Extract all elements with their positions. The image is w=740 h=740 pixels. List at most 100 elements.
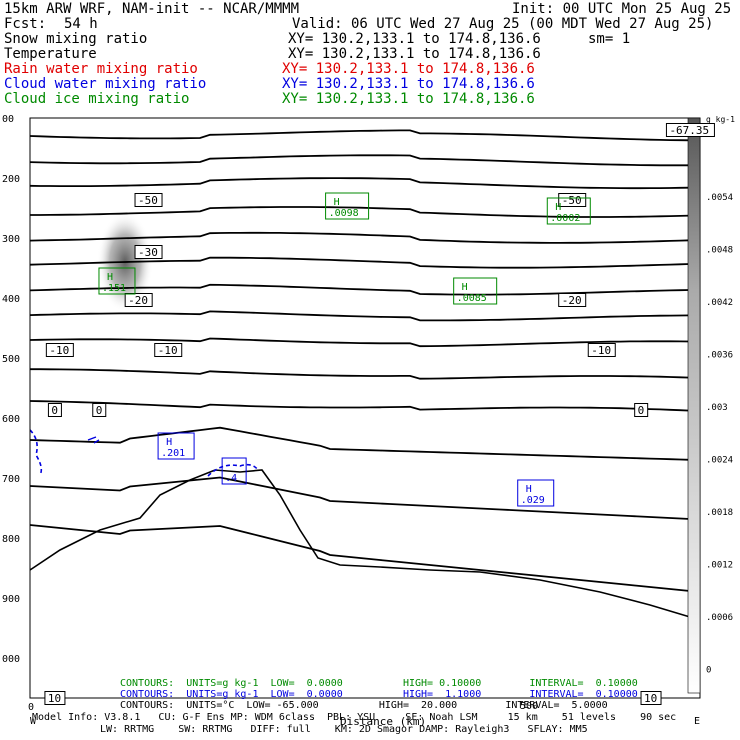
y-tick-label: 700 (2, 474, 20, 485)
cloud-water-contour (87, 436, 100, 444)
isotherm-line-low (29, 524, 701, 593)
cloud-water-max-label: H.029 (517, 479, 555, 507)
svg-text:H: H (107, 272, 113, 283)
isotherm-label: -20 (124, 293, 153, 307)
snow-max-label: H.0098 (325, 192, 370, 220)
valid-time: Valid: 06 UTC Wed 27 Aug 25 (00 MDT Wed … (292, 16, 714, 32)
svg-text:-50: -50 (138, 194, 158, 207)
field-xy-cloud-water: XY= 130.2,133.1 to 174.8,136.6 (282, 76, 535, 92)
svg-text:.151: .151 (102, 283, 126, 294)
field-smoothing: sm= 1 (588, 31, 631, 47)
y-tick-label: 00 (2, 114, 14, 125)
svg-text:.0098: .0098 (329, 208, 359, 219)
init-time: Init: 00 UTC Mon 25 Aug 25 (512, 1, 732, 17)
terrain-outline (29, 469, 701, 621)
snow-max-label: H.151 (98, 267, 136, 295)
colorbar-tick-label: .0054 (706, 193, 733, 203)
svg-text:H: H (166, 437, 172, 448)
isotherm-label: -67.35 (665, 123, 715, 137)
x-end-label: E (694, 716, 700, 727)
cloud-water-contour (29, 429, 43, 476)
svg-text:0: 0 (638, 404, 645, 417)
field-xy-temperature: XY= 130.2,133.1 to 174.8,136.6 (288, 46, 541, 62)
cloud-water-max-label: .4 (221, 457, 247, 485)
svg-text:-67.35: -67.35 (669, 124, 709, 137)
isotherm-line (30, 368, 701, 380)
isotherm-label: 0 (92, 403, 107, 417)
colorbar-units: g kg-1 (706, 115, 735, 124)
isotherm-line-low (29, 426, 701, 461)
y-tick-label: 200 (2, 174, 20, 185)
y-tick-label: 400 (2, 294, 20, 305)
y-tick-label: 800 (2, 534, 20, 545)
isotherm-line (29, 177, 701, 190)
contour-note-cloud-water: CONTOURS: UNITS=g kg-1 LOW= 0.0000 HIGH=… (120, 689, 638, 700)
isotherm-line (29, 337, 701, 348)
isotherm-label: -50 (134, 193, 163, 207)
svg-text:-30: -30 (138, 246, 158, 259)
svg-text:-50: -50 (562, 194, 582, 207)
svg-text:H: H (526, 484, 532, 495)
field-name-temperature: Temperature (4, 46, 97, 62)
field-name-snow: Snow mixing ratio (4, 31, 148, 47)
svg-text:-10: -10 (49, 344, 69, 357)
isotherm-line (30, 206, 701, 218)
y-tick-label: 900 (2, 594, 20, 605)
svg-text:.0002: .0002 (550, 213, 580, 224)
x-tick-label: 500 (520, 701, 538, 712)
isotherm-line (29, 129, 701, 142)
field-name-cloud-water: Cloud water mixing ratio (4, 76, 207, 92)
svg-text:.4: .4 (225, 473, 237, 484)
snow-max-label: H.0002 (546, 197, 591, 225)
isotherm-label: 10 (640, 691, 662, 705)
svg-text:-10: -10 (591, 344, 611, 357)
colorbar (687, 117, 701, 694)
isotherm-label: 0 (634, 403, 649, 417)
colorbar-tick-label: .0018 (706, 508, 733, 518)
isotherm-label: -30 (134, 245, 163, 259)
colorbar-tick-label: .0048 (706, 246, 733, 256)
svg-text:0: 0 (96, 404, 103, 417)
isotherm-label: -10 (587, 343, 616, 357)
svg-text:-10: -10 (158, 344, 178, 357)
y-tick-label: 300 (2, 234, 20, 245)
svg-text:H: H (462, 282, 468, 293)
y-tick-label: 000 (2, 654, 20, 665)
y-tick-label: 600 (2, 414, 20, 425)
colorbar-tick-label: .0024 (706, 456, 733, 466)
cloud-water-contour (207, 463, 259, 477)
field-name-cloud-ice: Cloud ice mixing ratio (4, 91, 190, 107)
svg-text:10: 10 (644, 692, 657, 705)
colorbar-tick-label: .003 (706, 403, 728, 413)
isotherm-label: 0 (47, 403, 62, 417)
svg-text:0: 0 (51, 404, 58, 417)
model-info-line1: Model Info: V3.8.1 CU: G-F Ens MP: WDM 6… (32, 712, 677, 723)
forecast-label: Fcst: (4, 16, 47, 32)
svg-text:.201: .201 (161, 448, 185, 459)
isotherm-line (29, 310, 700, 322)
field-xy-snow: XY= 130.2,133.1 to 174.8,136.6 (288, 31, 541, 47)
field-xy-cloud-ice: XY= 130.2,133.1 to 174.8,136.6 (282, 91, 535, 107)
colorbar-tick-label: 0 (706, 666, 711, 676)
x-axis-label: Distance (km) (340, 715, 427, 728)
svg-text:-20: -20 (562, 294, 582, 307)
svg-text:.029: .029 (521, 495, 545, 506)
svg-text:10: 10 (48, 692, 61, 705)
svg-text:.0085: .0085 (457, 293, 487, 304)
svg-text:H: H (555, 202, 561, 213)
snow-max-label: H.0085 (453, 277, 498, 305)
isotherm-line (29, 400, 701, 412)
isotherm-label: -10 (45, 343, 74, 357)
isotherm-label: -20 (558, 293, 587, 307)
isotherm-line (29, 283, 701, 296)
isotherm-line-low (29, 476, 701, 521)
isotherm-label: 10 (44, 691, 66, 705)
isotherm-label: -10 (154, 343, 183, 357)
field-name-rain: Rain water mixing ratio (4, 61, 198, 77)
model-title: 15km ARW WRF, NAM-init -- NCAR/MMMM (4, 1, 300, 17)
colorbar-tick-label: .0042 (706, 298, 733, 308)
isotherm-line (29, 256, 701, 269)
x-end-label: W (30, 716, 37, 727)
colorbar-tick-label: .0012 (706, 561, 733, 571)
isotherm-line (29, 231, 701, 244)
